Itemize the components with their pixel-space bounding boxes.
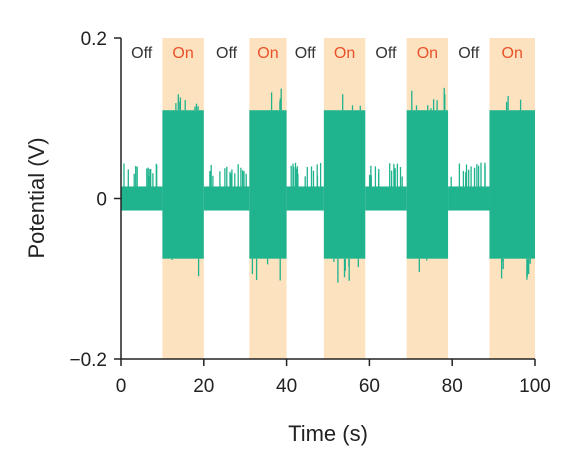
x-tick-label-1: 20 bbox=[193, 376, 214, 397]
x-tick-label-5: 100 bbox=[519, 376, 551, 397]
region-label-9: On bbox=[502, 45, 523, 62]
signal-spikes-8 bbox=[450, 162, 486, 187]
signal-band-7 bbox=[406, 110, 449, 259]
axes: 0 20 40 60 80 100 −0.2 0 0.2 bbox=[69, 29, 550, 397]
region-label-6: Off bbox=[375, 45, 397, 62]
signal-spikes-4 bbox=[290, 162, 322, 187]
signal-band-0 bbox=[121, 186, 163, 211]
region-label-0: Off bbox=[131, 45, 153, 62]
x-tick-label-0: 0 bbox=[116, 376, 127, 397]
signal-spikes-5 bbox=[333, 94, 361, 283]
signal-band-4 bbox=[286, 186, 324, 211]
x-tick-label-2: 40 bbox=[276, 376, 297, 397]
signal-spikes-3 bbox=[251, 88, 282, 281]
signal-spikes-2 bbox=[209, 164, 247, 187]
signal-spikes-0 bbox=[123, 163, 158, 187]
y-tick-label-1: 0 bbox=[96, 190, 107, 211]
region-label-8: Off bbox=[458, 45, 480, 62]
y-axis-title: Potential (V) bbox=[24, 137, 49, 258]
region-label-1: On bbox=[172, 45, 193, 62]
signal-band-2 bbox=[203, 186, 250, 211]
x-tick-label-4: 80 bbox=[442, 376, 463, 397]
region-label-5: On bbox=[334, 45, 355, 62]
signal-band-5 bbox=[323, 110, 366, 259]
region-labels: Off On Off On Off On Off On Off On bbox=[131, 45, 523, 62]
signal-band-6 bbox=[365, 186, 407, 211]
region-label-3: On bbox=[257, 45, 278, 62]
x-axis-title: Time (s) bbox=[288, 421, 368, 446]
signal-series bbox=[121, 87, 535, 283]
region-label-7: On bbox=[417, 45, 438, 62]
signal-spikes-9 bbox=[500, 96, 531, 280]
signal-spikes-6 bbox=[368, 163, 403, 187]
region-label-4: Off bbox=[295, 45, 317, 62]
y-tick-label-2: 0.2 bbox=[81, 29, 107, 50]
signal-spikes-7 bbox=[411, 87, 446, 273]
signal-band-8 bbox=[448, 186, 490, 211]
x-tick-label-3: 60 bbox=[359, 376, 380, 397]
signal-band-3 bbox=[249, 110, 287, 259]
signal-band-1 bbox=[162, 110, 204, 259]
region-label-2: Off bbox=[216, 45, 238, 62]
signal-band-9 bbox=[489, 110, 535, 259]
signal-spikes-1 bbox=[171, 94, 200, 277]
y-tick-label-0: −0.2 bbox=[69, 350, 107, 371]
